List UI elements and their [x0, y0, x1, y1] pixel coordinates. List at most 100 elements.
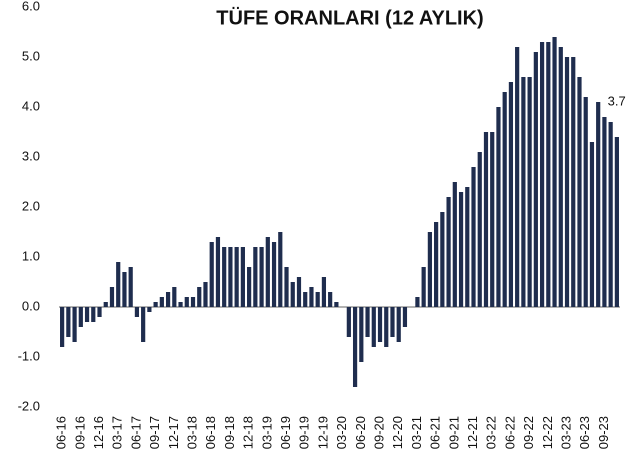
bar — [253, 247, 258, 307]
bar — [66, 307, 71, 337]
x-tick-label: 12-17 — [166, 416, 181, 449]
x-tick-label: 03-23 — [558, 416, 573, 449]
bar — [222, 247, 227, 307]
bar — [527, 77, 532, 307]
bar — [359, 307, 364, 362]
x-tick-label: 09-19 — [297, 416, 312, 449]
bar — [91, 307, 96, 322]
bar — [84, 307, 90, 322]
y-tick-label: 1.0 — [22, 248, 40, 263]
bar — [109, 287, 115, 307]
bar — [78, 307, 83, 327]
bar — [116, 262, 121, 307]
bar — [371, 307, 376, 347]
x-tick-label: 03-18 — [184, 416, 199, 449]
bar — [153, 302, 158, 307]
bar — [278, 232, 283, 307]
bar — [303, 292, 308, 307]
bar — [365, 307, 370, 337]
bar — [602, 117, 607, 307]
x-tick-label: 03-21 — [409, 416, 424, 449]
bar — [546, 42, 551, 307]
bar — [558, 47, 563, 307]
bar — [421, 267, 426, 307]
bar — [178, 302, 183, 307]
bar — [434, 222, 439, 307]
bar — [471, 167, 476, 307]
bar — [508, 82, 514, 307]
bar — [334, 302, 339, 307]
bar — [328, 292, 333, 307]
x-tick-label: 06-21 — [428, 416, 443, 449]
bar — [583, 97, 588, 307]
bar — [309, 287, 314, 307]
x-tick-label: 03-22 — [484, 416, 499, 449]
bar — [296, 277, 302, 307]
bar — [141, 307, 146, 342]
bar — [564, 57, 570, 307]
x-tick-label: 09-21 — [446, 416, 461, 449]
bar — [159, 297, 164, 307]
bar — [515, 47, 520, 307]
bar — [321, 277, 327, 307]
y-tick-label: 5.0 — [22, 48, 40, 63]
x-tick-label: 12-16 — [91, 416, 106, 449]
bar — [259, 247, 264, 307]
bar — [390, 307, 395, 337]
bar — [571, 57, 576, 307]
bar — [284, 267, 289, 307]
bar — [240, 247, 245, 307]
bar — [377, 307, 383, 342]
x-tick-label: 06-17 — [128, 416, 143, 449]
bar — [427, 232, 432, 307]
x-tick-label: 03-17 — [110, 416, 125, 449]
bar — [415, 297, 420, 307]
y-tick-label: 4.0 — [22, 98, 40, 113]
bar — [608, 122, 613, 307]
bar — [490, 132, 495, 307]
bar — [452, 182, 457, 307]
bar — [552, 37, 557, 307]
bar — [384, 307, 389, 347]
bar — [496, 107, 501, 307]
x-tick-label: 06-19 — [278, 416, 293, 449]
y-tick-label: 2.0 — [22, 198, 40, 213]
bar — [247, 267, 252, 307]
bar — [402, 307, 408, 327]
bar — [103, 302, 108, 307]
x-tick-label: 12-22 — [540, 416, 555, 449]
bar — [147, 307, 152, 312]
bar — [184, 297, 189, 307]
bar — [533, 52, 538, 307]
bar — [172, 287, 177, 307]
x-tick-label: 06-16 — [54, 416, 69, 449]
bar — [315, 292, 320, 307]
x-tick-label: 06-20 — [353, 416, 368, 449]
bar — [134, 307, 140, 317]
bar — [290, 282, 295, 307]
bar — [60, 307, 65, 347]
bar — [122, 272, 127, 307]
value-label: 3.7 — [608, 93, 626, 108]
bar — [440, 212, 445, 307]
x-tick-label: 06-18 — [203, 416, 218, 449]
bar — [502, 92, 507, 307]
x-tick-label: 03-20 — [334, 416, 349, 449]
x-tick-label: 09-22 — [521, 416, 536, 449]
bar — [614, 137, 619, 307]
y-tick-label: 0.0 — [22, 298, 40, 313]
bar — [209, 242, 214, 307]
bar — [72, 307, 77, 342]
y-tick-label: -1.0 — [18, 348, 40, 363]
bar — [521, 77, 526, 307]
bar — [477, 152, 482, 307]
bar — [165, 292, 171, 307]
y-tick-label: -2.0 — [18, 398, 40, 413]
bar — [271, 242, 277, 307]
bar — [265, 237, 270, 307]
bar — [352, 307, 358, 387]
y-tick-label: 3.0 — [22, 148, 40, 163]
bar — [539, 42, 545, 307]
x-tick-label: 12-19 — [315, 416, 330, 449]
